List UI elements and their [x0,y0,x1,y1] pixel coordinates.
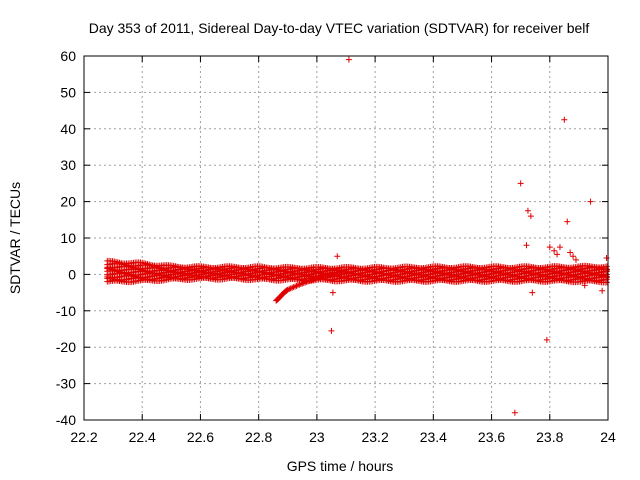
y-tick-label: -10 [56,303,76,319]
band-point [603,263,610,270]
x-tick-label: 24 [600,429,616,445]
dip-track-point [309,276,316,283]
dip-track-point [308,277,315,284]
dip-track-point [310,276,317,283]
dip-track-point [293,282,300,289]
x-tick-label: 23 [309,429,325,445]
outlier-point [554,251,561,258]
x-tick-label: 22.8 [245,429,272,445]
outlier-point [527,213,534,220]
outlier-point [529,289,536,296]
x-tick-label: 23.6 [478,429,505,445]
dip-track-point [290,284,297,291]
x-tick-label: 22.4 [129,429,156,445]
outlier-point [523,242,530,249]
outlier-point [517,180,524,187]
y-tick-label: -40 [56,412,76,428]
x-tick-label: 22.6 [187,429,214,445]
grid [84,56,608,420]
x-tick-label: 23.2 [361,429,388,445]
dip-track-point [334,270,341,277]
outlier-point [546,244,553,251]
dip-track-point [297,281,304,288]
dip-track-point [292,283,299,290]
outlier-point [543,336,550,343]
outlier-point [345,56,352,63]
outlier-point [334,253,341,260]
y-tick-label: -20 [56,339,76,355]
outlier-point [596,265,603,272]
outlier-point [581,282,588,289]
dip-track-point [286,286,293,293]
dip-track-point [306,277,313,284]
outlier-point [556,244,563,251]
dip-track-point [305,278,312,285]
dip-track-point [296,281,303,288]
y-tick-label: 60 [60,48,76,64]
dip-track-point [300,279,307,286]
outlier-point [599,287,606,294]
y-tick-label: 40 [60,121,76,137]
y-tick-label: -30 [56,376,76,392]
data-points [104,56,610,416]
dip-track-point [289,284,296,291]
dip-track-point [299,280,306,287]
outlier-point [564,218,571,225]
x-tick-label: 22.2 [70,429,97,445]
outlier-point [524,207,531,214]
outlier-point [328,327,335,334]
y-tick-label: 20 [60,194,76,210]
dip-track-point [312,275,319,282]
outlier-point [561,116,568,123]
dip-track-point [294,282,301,289]
chart-title: Day 353 of 2011, Sidereal Day-to-day VTE… [89,20,590,36]
x-tick-label: 23.4 [420,429,447,445]
outlier-point [575,264,582,271]
outlier-point [570,253,577,260]
x-tick-label: 23.8 [536,429,563,445]
outlier-point [572,256,579,263]
outlier-point [329,289,336,296]
y-tick-label: 0 [68,266,76,282]
dip-track-point [340,269,347,276]
dip-track-point [343,268,349,275]
outlier-point [511,409,518,416]
y-tick-label: 30 [60,157,76,173]
y-axis-ticks: -40 -30 -20 -10 0 10 20 30 40 50 60 [56,48,608,428]
dip-track-point [287,285,294,292]
outlier-point [567,249,574,256]
dip-track-point [302,279,309,286]
x-axis-ticks: 22.2 22.4 22.6 22.8 23 23.2 23.4 23.6 23.8 24 [70,56,616,445]
outlier-point [551,247,558,254]
dip-track-point [303,278,310,285]
y-axis-label: SDTVAR / TECUs [7,182,23,294]
dip-track-point [337,269,344,276]
plot-border [83,55,609,421]
dip-track-point [284,286,291,293]
x-axis-label: GPS time / hours [287,458,394,474]
dip-track-point [331,270,338,277]
y-tick-label: 10 [60,230,76,246]
y-tick-label: 50 [60,84,76,100]
outlier-point [603,255,610,262]
outlier-point [587,198,594,205]
